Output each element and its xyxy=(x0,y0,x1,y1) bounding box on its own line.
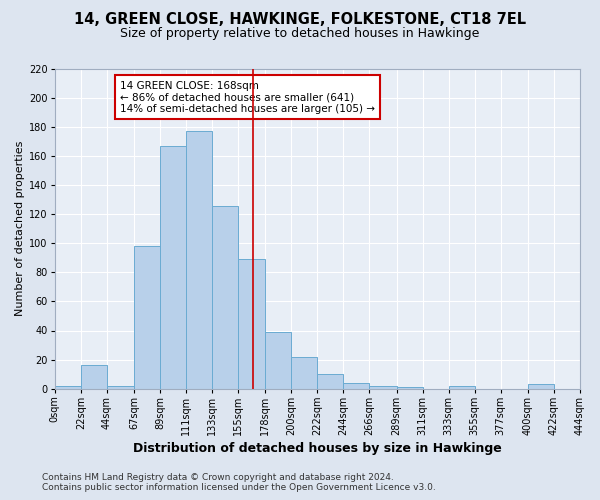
Text: 14 GREEN CLOSE: 168sqm
← 86% of detached houses are smaller (641)
14% of semi-de: 14 GREEN CLOSE: 168sqm ← 86% of detached… xyxy=(120,80,375,114)
Text: Size of property relative to detached houses in Hawkinge: Size of property relative to detached ho… xyxy=(121,28,479,40)
Bar xyxy=(292,356,317,388)
Bar xyxy=(160,146,186,388)
Bar xyxy=(265,332,292,388)
Bar xyxy=(55,386,81,388)
Bar xyxy=(528,384,554,388)
Bar xyxy=(343,383,370,388)
Bar xyxy=(317,374,343,388)
Y-axis label: Number of detached properties: Number of detached properties xyxy=(15,141,25,316)
Bar xyxy=(107,386,134,388)
X-axis label: Distribution of detached houses by size in Hawkinge: Distribution of detached houses by size … xyxy=(133,442,502,455)
Text: 14, GREEN CLOSE, HAWKINGE, FOLKESTONE, CT18 7EL: 14, GREEN CLOSE, HAWKINGE, FOLKESTONE, C… xyxy=(74,12,526,28)
Bar xyxy=(370,386,397,388)
Bar xyxy=(449,386,475,388)
Bar xyxy=(186,132,212,388)
Text: Contains HM Land Registry data © Crown copyright and database right 2024.
Contai: Contains HM Land Registry data © Crown c… xyxy=(42,473,436,492)
Bar xyxy=(134,246,160,388)
Bar xyxy=(81,366,107,388)
Bar xyxy=(238,260,265,388)
Bar xyxy=(212,206,238,388)
Bar xyxy=(397,387,422,388)
